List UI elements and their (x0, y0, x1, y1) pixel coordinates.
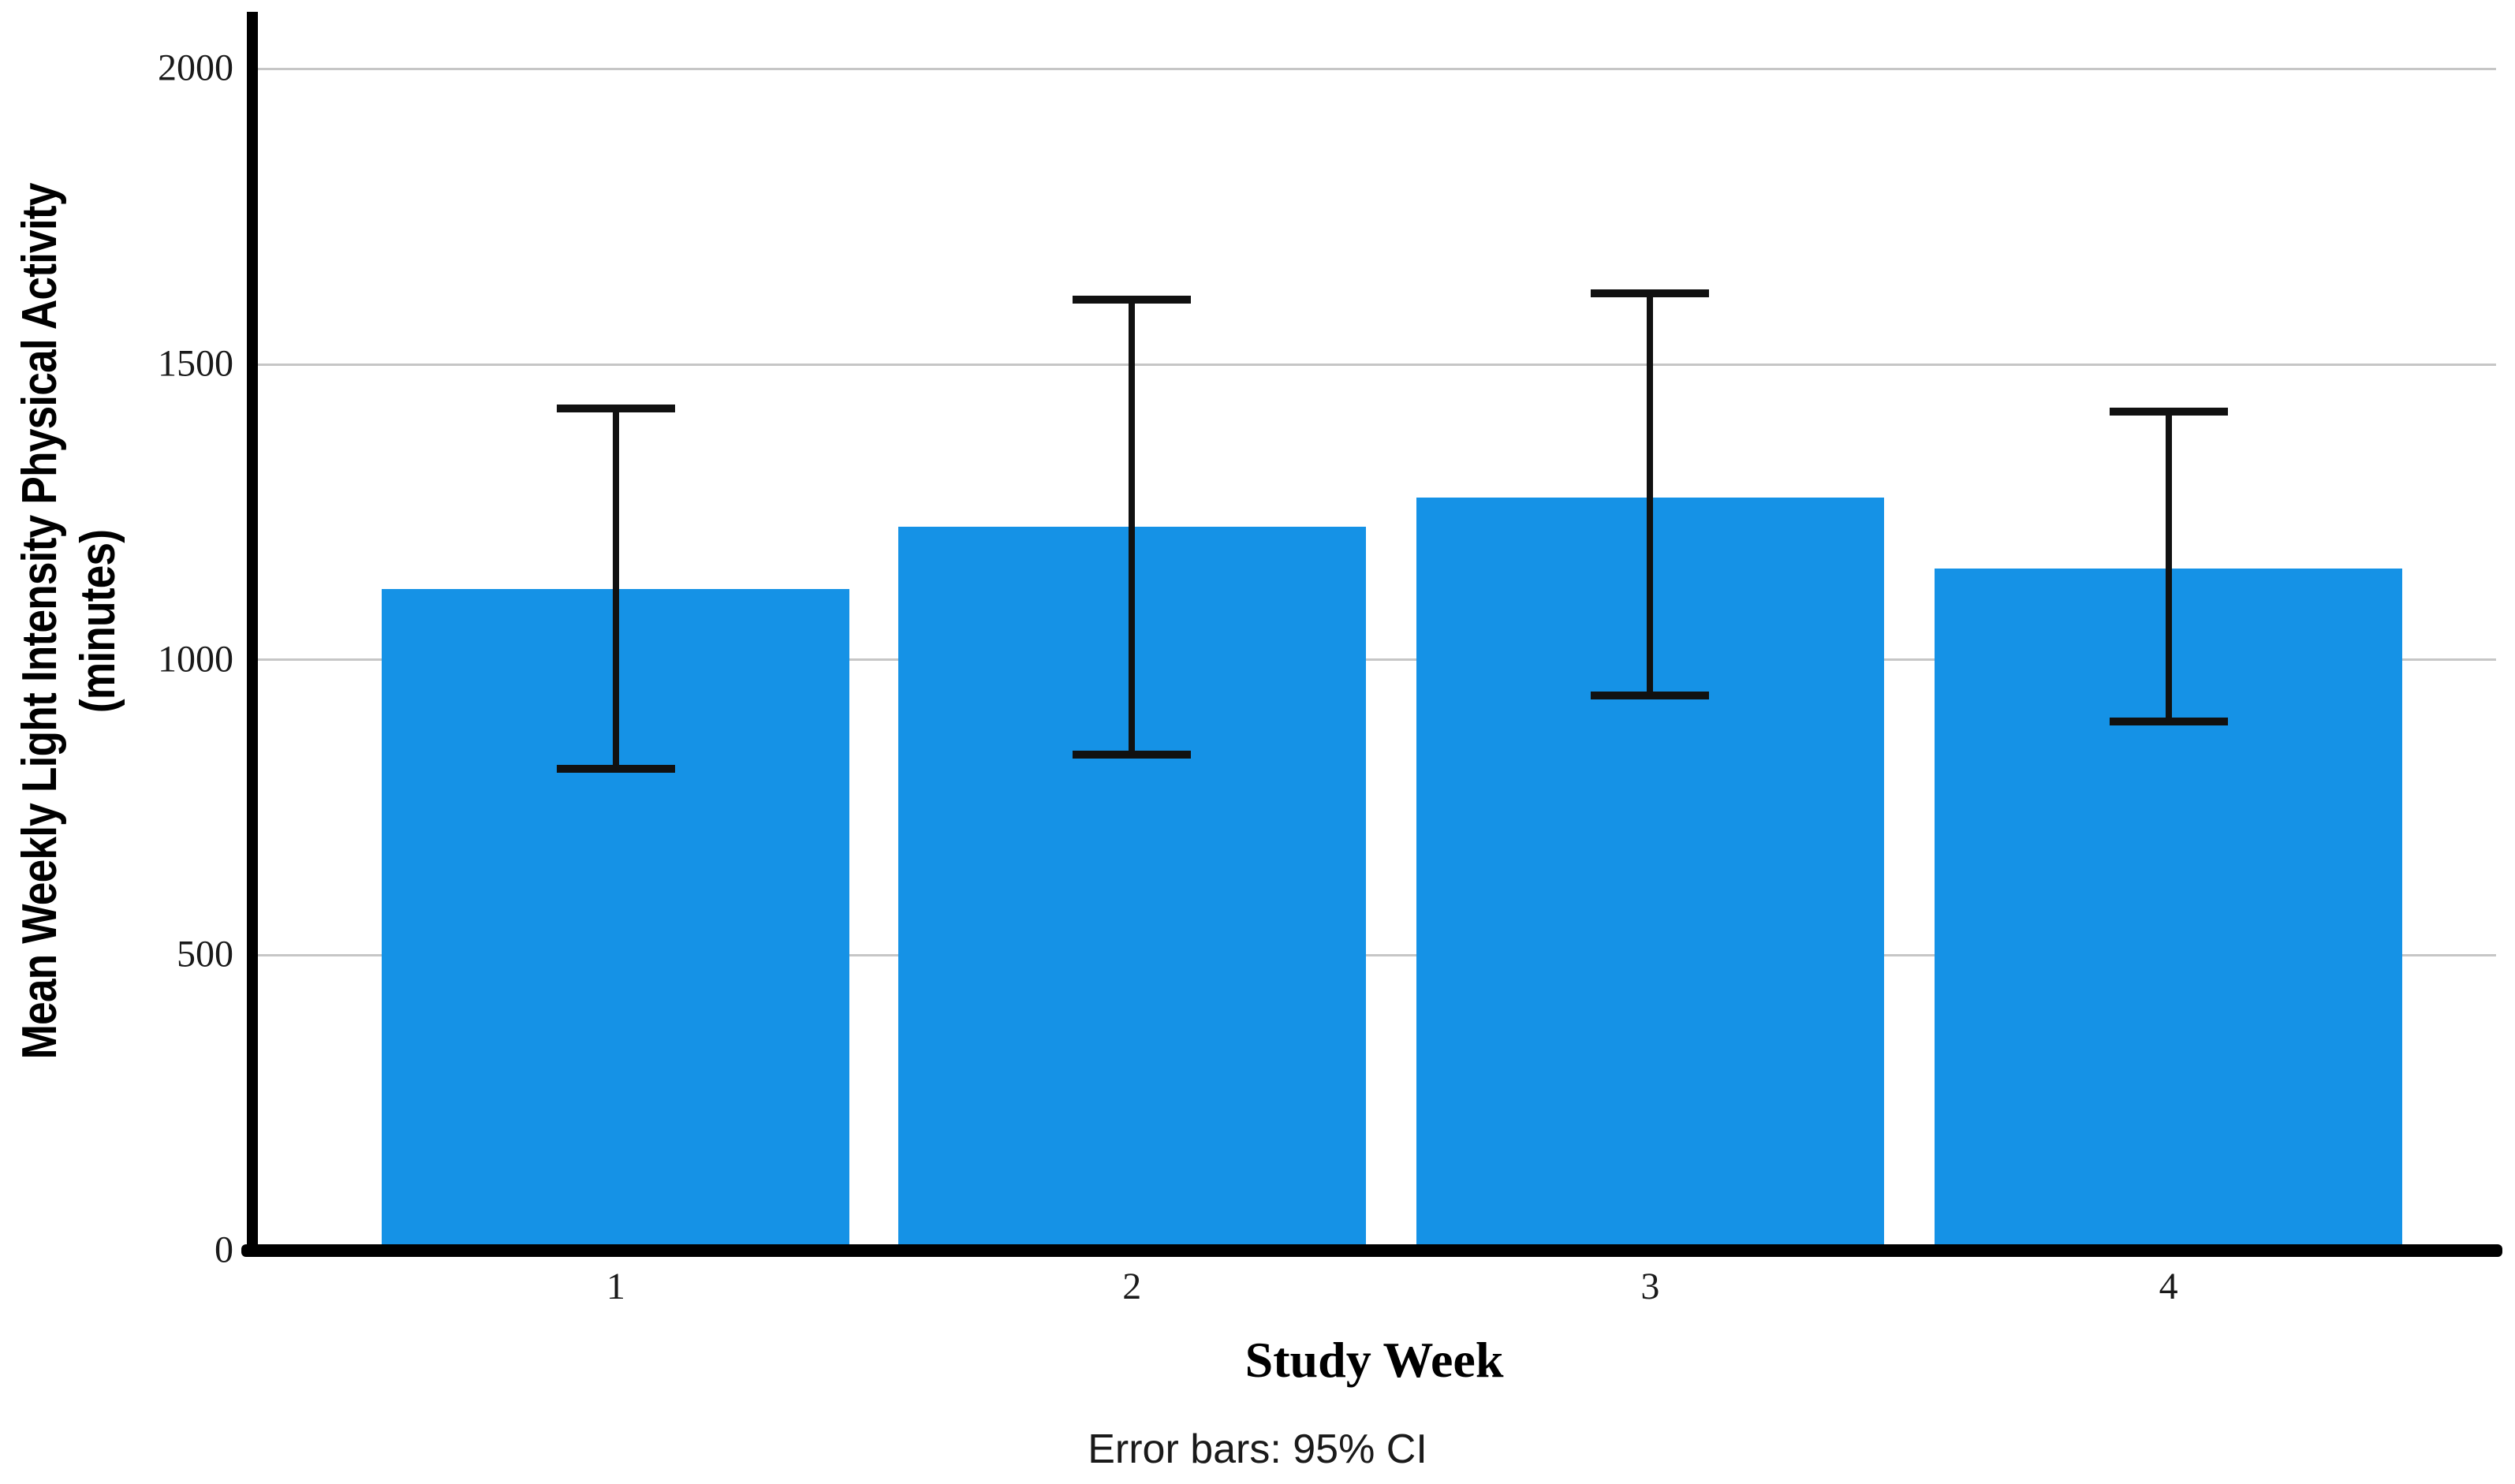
error-bar-cap-lower-week-4 (2109, 718, 2228, 726)
error-bar-cap-upper-week-1 (556, 405, 675, 413)
error-bar-cap-upper-week-3 (1591, 289, 1710, 298)
error-bar-cap-lower-week-3 (1591, 691, 1710, 699)
error-bar-line-week-3 (1647, 293, 1654, 695)
error-bar-cap-upper-week-4 (2109, 408, 2228, 416)
y-axis-line (247, 12, 258, 1251)
gridline-1000 (252, 658, 2496, 662)
y-tick-label-500: 500 (177, 933, 233, 975)
error-bar-line-week-1 (612, 408, 619, 770)
x-tick-label-week-4: 4 (2159, 1266, 2178, 1307)
y-axis-title-line2: (minutes) (71, 529, 125, 714)
y-axis-title-line1: Mean Weekly Light Intensity Physical Act… (13, 183, 67, 1060)
error-bar-cap-upper-week-2 (1073, 295, 1192, 304)
x-tick-label-week-2: 2 (1122, 1266, 1142, 1307)
error-bar-cap-lower-week-1 (556, 765, 675, 774)
x-tick-label-week-3: 3 (1640, 1266, 1660, 1307)
x-axis-line (241, 1244, 2502, 1257)
x-axis-title: Study Week (1244, 1332, 1504, 1388)
error-bar-line-week-4 (2165, 412, 2172, 722)
y-axis-title: Mean Weekly Light Intensity Physical Act… (11, 184, 128, 1060)
error-bar-line-week-2 (1129, 299, 1136, 755)
plot-area (241, 12, 2502, 1257)
y-tick-label-1000: 1000 (158, 638, 233, 680)
y-tick-label-2000: 2000 (158, 47, 233, 89)
y-tick-label-0: 0 (215, 1229, 233, 1271)
error-bar-cap-lower-week-2 (1073, 750, 1192, 759)
gridline-2000 (252, 67, 2496, 70)
error-bars-footnote: Error bars: 95% CI (1088, 1426, 1427, 1472)
x-tick-label-week-1: 1 (606, 1266, 625, 1307)
gridline-500 (252, 953, 2496, 956)
y-tick-label-1500: 1500 (158, 342, 233, 385)
gridline-1500 (252, 363, 2496, 366)
